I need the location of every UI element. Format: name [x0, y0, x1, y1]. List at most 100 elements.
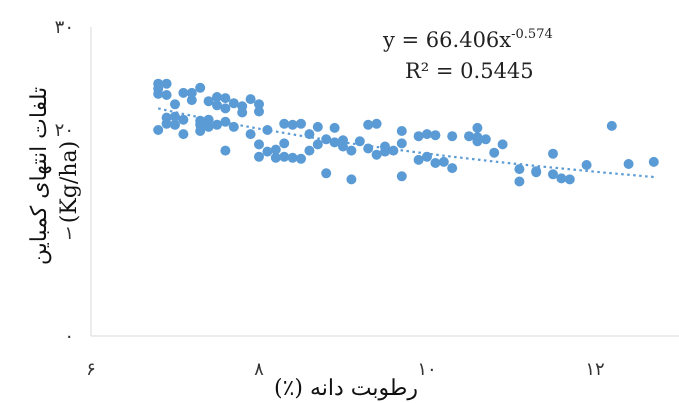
data-point	[279, 151, 290, 162]
data-point	[186, 95, 197, 106]
y-axis-title-line1: تلفات انتهای کمباین	[27, 87, 52, 265]
data-point	[430, 158, 441, 168]
data-point	[464, 131, 474, 142]
data-point	[170, 119, 180, 130]
data-point	[212, 92, 222, 102]
data-point	[170, 99, 180, 110]
data-point	[329, 137, 340, 148]
data-point	[447, 163, 458, 174]
data-point	[346, 145, 357, 156]
data-point	[245, 94, 256, 105]
data-point	[312, 121, 323, 132]
data-point	[161, 90, 172, 100]
data-points	[153, 78, 659, 187]
data-point	[447, 131, 458, 142]
data-point	[262, 125, 273, 135]
data-point	[371, 118, 382, 129]
data-point	[472, 136, 483, 147]
data-point	[304, 129, 315, 140]
data-point	[548, 169, 558, 180]
data-point	[363, 119, 374, 130]
data-point	[270, 144, 281, 155]
r-squared-label: R² = 0.5445	[405, 59, 534, 83]
trendline-equation: y = 66.406x-0.574	[382, 27, 553, 52]
data-point	[296, 118, 306, 129]
data-point	[220, 145, 231, 156]
data-point	[564, 174, 575, 185]
data-point	[438, 156, 449, 167]
y-tick-label: ۱	[64, 223, 74, 244]
x-axis-title: رطوبت دانه (٪)	[274, 376, 418, 401]
data-point	[480, 134, 491, 145]
x-tick-label: ۱۰	[417, 359, 436, 380]
data-point	[228, 98, 239, 109]
data-point	[245, 129, 256, 140]
data-point	[279, 138, 290, 149]
data-point	[371, 149, 382, 160]
data-point	[228, 121, 239, 132]
y-axis-title-line2: (Kg/ha)	[57, 141, 82, 223]
data-point	[203, 121, 214, 132]
data-point	[287, 152, 298, 163]
data-point	[581, 160, 592, 170]
data-point	[212, 119, 222, 130]
data-point	[422, 129, 432, 140]
trendline	[157, 107, 654, 179]
data-point	[296, 153, 306, 164]
data-point	[203, 96, 214, 107]
data-point	[396, 171, 407, 182]
x-tick-label: ۱۲	[585, 359, 604, 380]
data-point	[531, 167, 542, 178]
data-point	[413, 154, 424, 165]
data-point	[514, 164, 525, 175]
data-point	[161, 118, 172, 129]
data-point	[472, 122, 483, 133]
data-point	[497, 139, 508, 150]
data-point	[203, 114, 214, 125]
data-point	[606, 120, 617, 131]
y-tick-label: ۰	[64, 326, 74, 347]
data-point	[338, 141, 348, 152]
y-tick-label: ۳۰	[55, 17, 74, 38]
data-point	[321, 134, 332, 145]
data-point	[262, 146, 273, 157]
data-point	[254, 139, 264, 150]
data-point	[237, 107, 248, 118]
data-point	[396, 138, 407, 149]
data-point	[329, 122, 340, 133]
data-point	[287, 119, 298, 130]
data-point	[161, 78, 172, 89]
data-point	[623, 159, 634, 169]
x-tick-label: ۶	[86, 359, 96, 380]
data-point	[312, 139, 323, 150]
data-point	[354, 136, 365, 147]
equation-exponent: -0.574	[511, 27, 553, 42]
data-point	[254, 151, 264, 162]
data-point	[363, 143, 374, 154]
data-point	[178, 129, 189, 140]
data-point	[186, 87, 197, 98]
data-point	[321, 168, 332, 179]
data-point	[153, 125, 164, 135]
data-point	[212, 100, 222, 111]
data-point	[388, 145, 399, 156]
data-point	[430, 130, 441, 141]
x-tick-labels: ۶ ۸ ۱۰ ۱۲	[86, 359, 605, 380]
data-point	[170, 111, 180, 122]
data-point	[270, 152, 281, 163]
data-point	[346, 174, 357, 185]
plot-frame	[90, 27, 679, 337]
data-point	[220, 103, 231, 114]
data-point	[422, 151, 432, 162]
y-tick-label: ۲۰	[55, 120, 74, 141]
data-point	[548, 148, 558, 159]
data-point	[413, 131, 424, 142]
data-point	[514, 176, 525, 187]
data-point	[220, 116, 231, 127]
data-point	[254, 106, 264, 117]
data-point	[220, 93, 231, 104]
data-point	[396, 126, 407, 136]
data-point	[254, 99, 264, 110]
equation-base: y = 66.406x	[382, 28, 511, 52]
